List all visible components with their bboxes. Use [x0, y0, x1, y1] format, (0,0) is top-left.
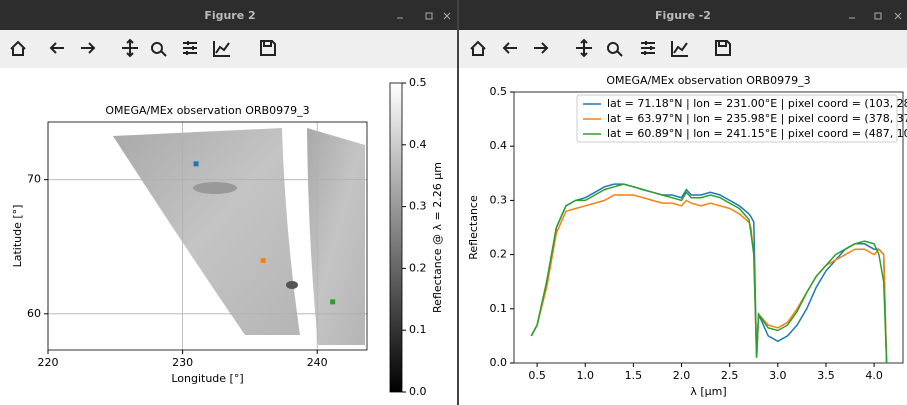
- y-tick-label: 60: [27, 307, 41, 320]
- colorbar-tick-label: 0.3: [409, 200, 427, 213]
- close-button[interactable]: [894, 12, 902, 20]
- spectrum-line: [530, 194, 888, 364]
- crater: [193, 182, 237, 194]
- x-tick-label: 2.0: [673, 369, 691, 382]
- chart-title: OMEGA/MEx observation ORB0979_3: [606, 74, 810, 87]
- colorbar: [389, 82, 403, 393]
- x-tick-label: 2.5: [721, 369, 739, 382]
- y-tick-label: 0.4: [490, 139, 508, 152]
- window-title: Figure 2: [204, 9, 255, 22]
- observation-swath: [307, 128, 365, 345]
- colorbar-tick-label: 0.0: [409, 385, 427, 398]
- y-axis-label: Latitude [°]: [11, 205, 24, 268]
- legend-label: lat = 60.89°N | lon = 241.15°E | pixel c…: [607, 127, 907, 140]
- y-tick-label: 0.5: [490, 85, 508, 98]
- x-tick-label: 4.0: [865, 369, 883, 382]
- title-bar: [0, 0, 457, 30]
- title-bar: [459, 0, 907, 30]
- zoom-button[interactable]: [607, 41, 623, 57]
- crater: [286, 281, 298, 289]
- y-axis-label: Reflectance: [467, 195, 480, 260]
- window-title: Figure -2: [655, 9, 711, 22]
- plot-frame: [47, 121, 368, 351]
- zoom-button[interactable]: [151, 41, 167, 57]
- edit-axes-button[interactable]: [671, 41, 688, 57]
- chart-title: OMEGA/MEx observation ORB0979_3: [105, 104, 309, 117]
- plot-frame: [513, 91, 904, 364]
- pan-button[interactable]: [122, 38, 138, 58]
- y-tick-label: 70: [27, 173, 41, 186]
- colorbar-tick-label: 0.4: [409, 138, 427, 151]
- window-controls: [397, 12, 902, 20]
- back-button[interactable]: [502, 42, 517, 54]
- home-button[interactable]: [10, 40, 26, 56]
- x-tick-label: 3.5: [817, 369, 835, 382]
- x-tick-label: 1.0: [577, 369, 595, 382]
- save-button[interactable]: [715, 40, 731, 56]
- spectrum-line: [530, 183, 888, 364]
- save-button[interactable]: [260, 40, 276, 56]
- marker: [193, 161, 199, 167]
- forward-button[interactable]: [534, 42, 549, 54]
- window-divider: [457, 0, 459, 405]
- colorbar-tick-label: 0.5: [409, 76, 427, 89]
- y-tick-label: 0.2: [490, 248, 508, 261]
- x-axis-label: Longitude [°]: [171, 372, 243, 385]
- spectrum-line: [530, 183, 888, 364]
- x-tick-label: 1.5: [625, 369, 643, 382]
- x-tick-label: 230: [172, 356, 193, 369]
- back-button[interactable]: [49, 42, 64, 54]
- toolbar: [0, 30, 457, 68]
- edit-axes-button[interactable]: [213, 41, 230, 57]
- maximize-button[interactable]: [425, 12, 433, 20]
- x-tick-label: 3.0: [769, 369, 787, 382]
- marker: [260, 258, 266, 264]
- x-tick-label: 0.5: [528, 369, 546, 382]
- colorbar-tick-label: 0.1: [409, 323, 427, 336]
- forward-button[interactable]: [81, 42, 96, 54]
- x-axis-label: λ [µm]: [690, 385, 726, 398]
- legend-label: lat = 71.18°N | lon = 231.00°E | pixel c…: [607, 97, 907, 110]
- toolbar-icons: [10, 38, 731, 58]
- y-tick-label: 0.0: [490, 356, 508, 369]
- x-tick-label: 220: [38, 356, 59, 369]
- legend-label: lat = 63.97°N | lon = 235.98°E | pixel c…: [607, 112, 907, 125]
- marker: [330, 299, 336, 305]
- maximize-button[interactable]: [874, 12, 882, 20]
- configure-button[interactable]: [641, 41, 655, 55]
- legend: [576, 94, 898, 143]
- colorbar-label: Reflectance @ λ = 2.26 µm: [431, 162, 444, 313]
- pan-button[interactable]: [576, 38, 592, 58]
- close-button[interactable]: [443, 12, 451, 20]
- colorbar-tick-label: 0.2: [409, 261, 427, 274]
- y-tick-label: 0.3: [490, 193, 508, 206]
- y-tick-label: 0.1: [490, 302, 508, 315]
- home-button[interactable]: [470, 40, 486, 56]
- x-tick-label: 240: [307, 356, 328, 369]
- configure-button[interactable]: [183, 41, 197, 55]
